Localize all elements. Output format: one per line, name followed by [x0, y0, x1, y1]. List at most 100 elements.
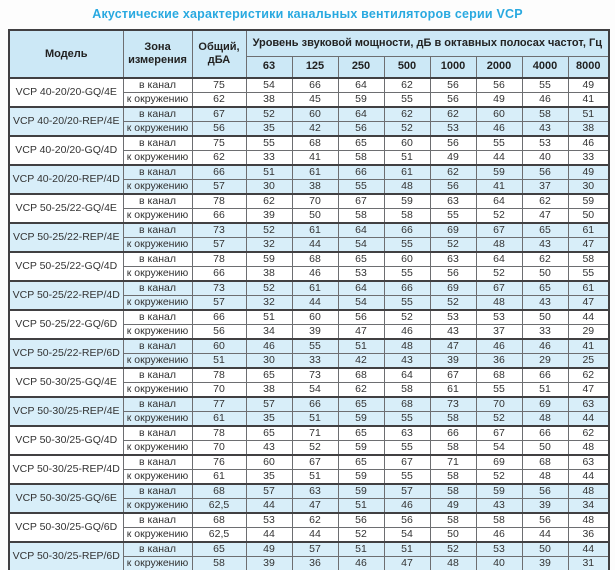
value-cell: 37: [521, 179, 569, 195]
value-cell: 60: [383, 135, 431, 151]
value-cell: 51: [337, 498, 385, 514]
zone-cell: в канал: [122, 396, 193, 412]
value-cell: 37: [475, 324, 523, 340]
value-cell: 55: [245, 135, 293, 151]
model-cell: VCP 50-30/25-REP/4E: [8, 396, 124, 427]
value-cell: 47: [521, 208, 569, 224]
table-row: к окружению 57 32 44 54 55 52 48 43 47: [9, 295, 610, 311]
value-cell: 54: [337, 295, 385, 311]
value-cell: 64: [475, 193, 523, 209]
total-dba-cell: 73: [191, 222, 247, 238]
value-cell: 61: [291, 222, 339, 238]
value-cell: 41: [475, 179, 523, 195]
value-cell: 67: [337, 193, 385, 209]
value-cell: 56: [429, 135, 477, 151]
value-cell: 62: [383, 77, 431, 93]
value-cell: 47: [291, 498, 339, 514]
model-cell: VCP 50-25/22-GQ/6D: [8, 309, 124, 340]
value-cell: 30: [567, 179, 610, 195]
value-cell: 58: [337, 208, 385, 224]
value-cell: 50: [521, 266, 569, 282]
value-cell: 66: [337, 164, 385, 180]
value-cell: 52: [475, 411, 523, 427]
total-dba-cell: 57: [191, 295, 247, 311]
value-cell: 44: [567, 541, 610, 557]
value-cell: 56: [521, 483, 569, 499]
value-cell: 33: [245, 150, 293, 166]
model-cell: VCP 50-30/25-GQ/6E: [8, 483, 124, 514]
value-cell: 55: [383, 295, 431, 311]
zone-cell: к окружению: [122, 266, 193, 282]
value-cell: 64: [337, 77, 385, 93]
value-cell: 44: [291, 527, 339, 543]
value-cell: 43: [383, 353, 431, 369]
table-row: VCP 50-30/25-REP/4D в канал 76 60 67 65 67 71 69…: [8, 454, 610, 485]
value-cell: 30: [245, 353, 293, 369]
value-cell: 54: [245, 77, 293, 93]
value-cell: 48: [429, 556, 477, 570]
value-cell: 44: [567, 309, 610, 325]
total-dba-cell: 61: [191, 469, 247, 485]
value-cell: 59: [337, 440, 385, 456]
value-cell: 67: [291, 454, 339, 470]
value-cell: 66: [429, 425, 477, 441]
total-dba-cell: 75: [191, 135, 247, 151]
value-cell: 46: [337, 556, 385, 570]
total-dba-cell: 68: [191, 512, 247, 528]
value-cell: 46: [383, 498, 431, 514]
value-cell: 44: [521, 527, 569, 543]
value-cell: 34: [567, 498, 610, 514]
model-cell: VCP 50-25/22-GQ/4E: [8, 193, 124, 224]
value-cell: 51: [567, 106, 610, 122]
value-cell: 41: [567, 92, 610, 108]
value-cell: 59: [383, 193, 431, 209]
value-cell: 49: [475, 92, 523, 108]
zone-cell: к окружению: [122, 469, 193, 485]
total-dba-cell: 67: [191, 106, 247, 122]
table-row: VCP 50-25/22-GQ/6D в канал 66 51 60 56 52 53 53 5…: [8, 309, 610, 340]
zone-cell: к окружению: [122, 498, 193, 514]
total-dba-cell: 78: [191, 251, 247, 267]
value-cell: 51: [291, 411, 339, 427]
value-cell: 50: [521, 440, 569, 456]
total-dba-cell: 65: [191, 541, 247, 557]
total-dba-cell: 56: [191, 324, 247, 340]
value-cell: 51: [291, 469, 339, 485]
model-cell: VCP 50-25/22-GQ/4D: [8, 251, 124, 282]
zone-cell: к окружению: [122, 527, 193, 543]
value-cell: 62: [521, 193, 569, 209]
value-cell: 52: [245, 222, 293, 238]
value-cell: 55: [383, 266, 431, 282]
value-cell: 47: [567, 382, 610, 398]
zone-cell: к окружению: [122, 237, 193, 253]
table-row: VCP 50-25/22-REP/4D в канал 73 52 61 64 66 69 67…: [8, 280, 610, 311]
value-cell: 69: [429, 280, 477, 296]
zone-cell: к окружению: [122, 382, 193, 398]
table-row: VCP 50-25/22-GQ/4D в канал 78 59 68 65 60 63 64 6…: [8, 251, 610, 282]
value-cell: 48: [521, 411, 569, 427]
value-cell: 49: [429, 498, 477, 514]
value-cell: 42: [291, 121, 339, 137]
zone-cell: в канал: [122, 309, 193, 325]
model-cell: VCP 50-30/25-GQ/4E: [8, 367, 124, 398]
value-cell: 48: [521, 469, 569, 485]
header-model: Модель: [8, 29, 124, 79]
value-cell: 55: [475, 135, 523, 151]
value-cell: 35: [245, 469, 293, 485]
total-dba-cell: 51: [191, 353, 247, 369]
zone-cell: в канал: [122, 164, 193, 180]
value-cell: 48: [475, 295, 523, 311]
header-freq-4000: 4000: [521, 55, 569, 79]
table-body: VCP 40-20/20-GQ/4E в канал 75 54 66 64 62 56 56 5…: [8, 77, 610, 570]
value-cell: 58: [429, 469, 477, 485]
value-cell: 51: [521, 382, 569, 398]
value-cell: 63: [429, 193, 477, 209]
value-cell: 66: [383, 222, 431, 238]
value-cell: 66: [521, 425, 569, 441]
model-cell: VCP 50-25/22-REP/4E: [8, 222, 124, 253]
value-cell: 49: [567, 77, 610, 93]
total-dba-cell: 58: [191, 556, 247, 570]
value-cell: 67: [475, 280, 523, 296]
value-cell: 56: [429, 92, 477, 108]
value-cell: 69: [521, 396, 569, 412]
